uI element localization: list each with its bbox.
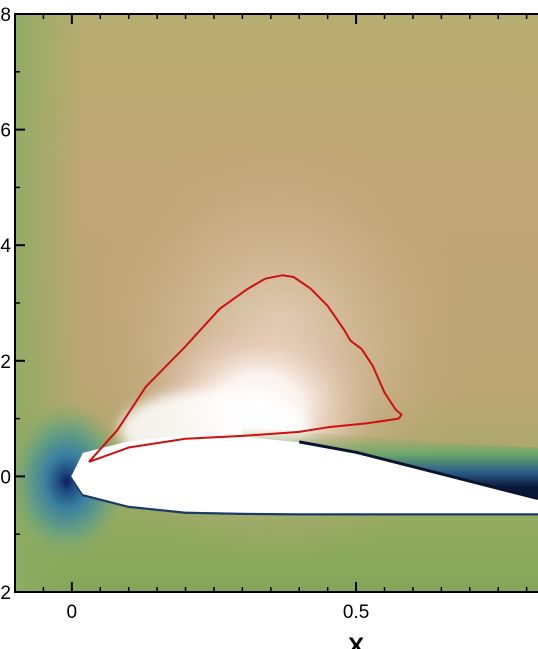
y-tick-label: 0 bbox=[0, 467, 11, 488]
y-tick-label: 4 bbox=[0, 236, 11, 257]
upper-surface-edge bbox=[298, 440, 538, 500]
lower-surface-edge bbox=[70, 477, 538, 516]
x-tick-label: 0 bbox=[67, 602, 78, 623]
airfoil bbox=[71, 435, 538, 514]
y-tick-label: 8 bbox=[0, 5, 11, 26]
x-tick-label: 0.5 bbox=[343, 602, 369, 623]
axes bbox=[14, 13, 538, 593]
y-tick-label: 6 bbox=[0, 121, 11, 142]
y-tick-label: 2 bbox=[0, 583, 11, 604]
x-axis-title: X bbox=[348, 633, 364, 649]
contour-line bbox=[88, 274, 403, 463]
field-stagnation bbox=[15, 401, 129, 562]
y-tick-label: 2 bbox=[0, 352, 11, 373]
contour-field bbox=[15, 14, 538, 592]
axis-labels: 0 0.5 2 0 2 4 6 8 X bbox=[0, 5, 369, 649]
